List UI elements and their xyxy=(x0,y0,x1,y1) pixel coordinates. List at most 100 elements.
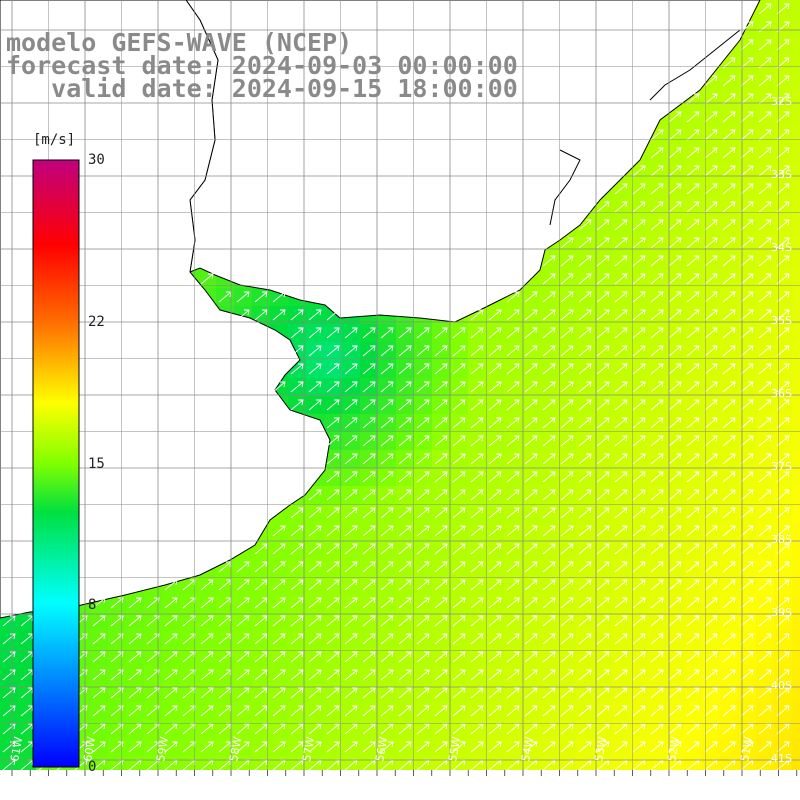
wind-arrow xyxy=(758,453,772,465)
wind-arrow xyxy=(632,183,646,195)
wind-arrow xyxy=(596,219,610,231)
wind-arrow xyxy=(452,651,466,663)
speed-cell xyxy=(792,216,800,235)
wind-arrow xyxy=(164,597,178,609)
wind-arrow xyxy=(488,669,502,681)
wind-arrow xyxy=(542,363,556,375)
wind-arrow xyxy=(758,615,772,627)
wind-arrow xyxy=(758,471,772,483)
wind-arrow xyxy=(686,399,700,411)
wind-arrow xyxy=(668,381,682,393)
longitude-label: 53W xyxy=(592,736,609,763)
wind-arrow xyxy=(632,507,646,519)
speed-cell xyxy=(792,36,800,55)
wind-arrow xyxy=(398,705,412,717)
wind-arrow xyxy=(776,471,790,483)
wind-arrow xyxy=(596,489,610,501)
wind-arrow xyxy=(470,597,484,609)
wind-arrow xyxy=(506,615,520,627)
wind-arrow xyxy=(740,525,754,537)
wind-arrow xyxy=(200,579,214,591)
wind-arrow xyxy=(650,669,664,681)
wind-arrow xyxy=(596,615,610,627)
wind-arrow xyxy=(416,543,430,555)
wind-arrow xyxy=(164,651,178,663)
wind-arrow xyxy=(362,687,376,699)
wind-arrow xyxy=(686,525,700,537)
wind-arrow xyxy=(452,489,466,501)
wind-arrow xyxy=(560,471,574,483)
wind-arrow xyxy=(308,723,322,735)
wind-arrow xyxy=(524,327,538,339)
wind-arrow xyxy=(704,561,718,573)
wind-arrow xyxy=(200,687,214,699)
wind-arrow xyxy=(758,201,772,213)
wind-arrow xyxy=(362,489,376,501)
wind-arrow xyxy=(650,507,664,519)
latitude-label: 34S xyxy=(771,241,792,254)
wind-arrow xyxy=(524,615,538,627)
wind-arrow xyxy=(632,291,646,303)
wind-arrow xyxy=(344,597,358,609)
speed-cell xyxy=(90,756,109,770)
wind-arrow xyxy=(488,615,502,627)
wind-arrow xyxy=(704,543,718,555)
wind-arrow xyxy=(452,579,466,591)
wind-arrow xyxy=(722,129,736,141)
wind-arrow xyxy=(452,435,466,447)
wind-arrow xyxy=(254,687,268,699)
wind-arrow xyxy=(236,723,250,735)
wind-arrow xyxy=(416,705,430,717)
wind-arrow xyxy=(704,111,718,123)
wind-arrow xyxy=(614,291,628,303)
wind-arrow xyxy=(236,687,250,699)
wind-arrow xyxy=(614,561,628,573)
wind-arrow xyxy=(380,453,394,465)
wind-arrow xyxy=(290,525,304,537)
wind-arrow xyxy=(542,327,556,339)
speed-cell xyxy=(792,180,800,199)
wind-arrow xyxy=(560,237,574,249)
wind-arrow xyxy=(668,669,682,681)
wind-arrow xyxy=(470,561,484,573)
wind-arrow xyxy=(272,525,286,537)
wind-arrow xyxy=(596,255,610,267)
colorbar-tick-label: 15 xyxy=(88,455,105,472)
wind-arrow xyxy=(164,687,178,699)
wind-arrow xyxy=(488,435,502,447)
wind-arrow xyxy=(434,507,448,519)
wind-arrow xyxy=(560,597,574,609)
wind-arrow xyxy=(632,255,646,267)
wind-arrow xyxy=(722,687,736,699)
wind-arrow xyxy=(722,453,736,465)
wind-arrow xyxy=(722,237,736,249)
wind-arrow xyxy=(362,471,376,483)
wind-arrow xyxy=(398,669,412,681)
wind-arrow xyxy=(344,705,358,717)
wind-arrow xyxy=(488,381,502,393)
wind-arrow xyxy=(290,345,304,357)
wind-arrow xyxy=(344,453,358,465)
wind-arrow xyxy=(524,381,538,393)
wind-arrow xyxy=(452,723,466,735)
wind-arrow xyxy=(650,435,664,447)
wind-arrow xyxy=(452,417,466,429)
wind-arrow xyxy=(704,345,718,357)
speed-cell xyxy=(594,756,613,770)
wind-arrow xyxy=(722,705,736,717)
wind-arrow xyxy=(578,309,592,321)
wind-arrow xyxy=(596,633,610,645)
wind-arrow xyxy=(614,489,628,501)
speed-cell xyxy=(756,756,775,770)
speed-cell xyxy=(522,756,541,770)
wind-arrow xyxy=(470,579,484,591)
wind-arrow xyxy=(650,453,664,465)
wind-arrow xyxy=(722,543,736,555)
wind-arrow xyxy=(452,345,466,357)
wind-arrow xyxy=(632,651,646,663)
wind-arrow xyxy=(236,291,250,303)
wind-arrow xyxy=(722,579,736,591)
wind-arrow xyxy=(362,399,376,411)
colorbar xyxy=(32,159,80,768)
